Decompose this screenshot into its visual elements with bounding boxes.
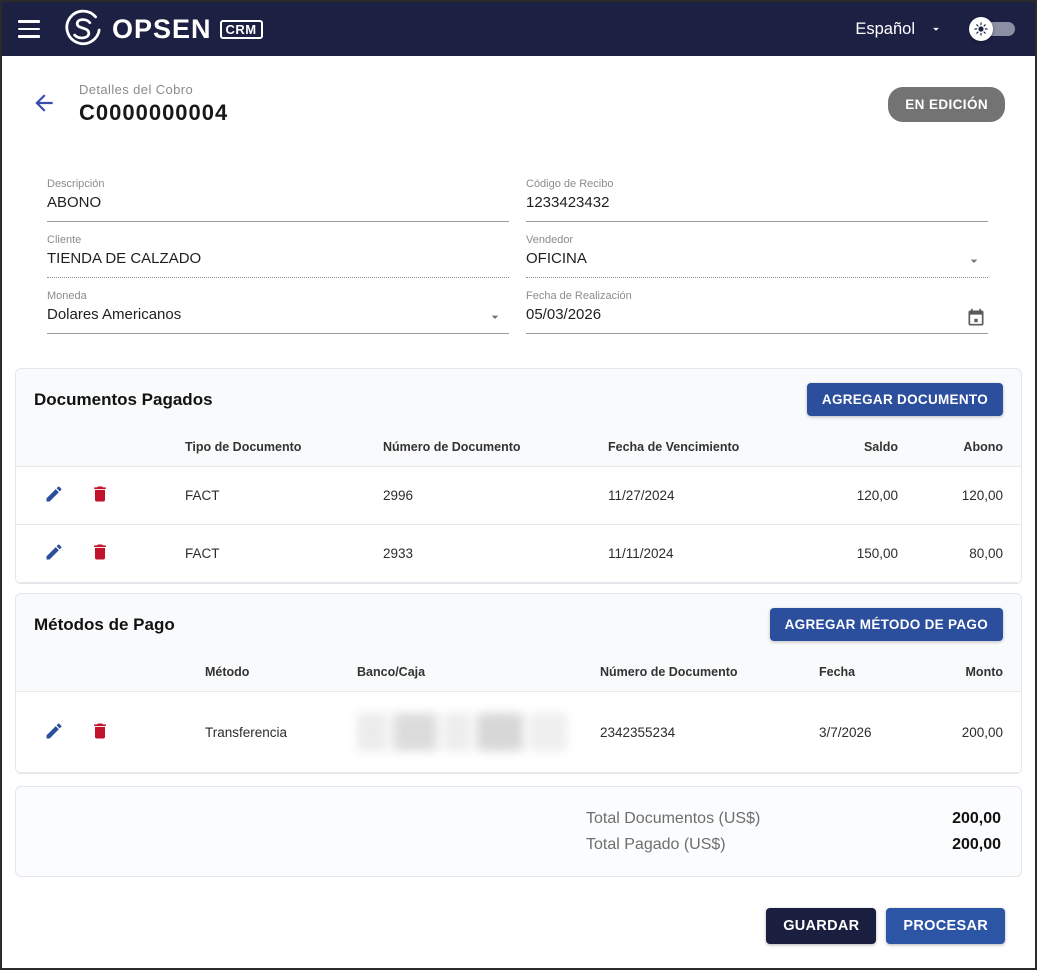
col-fecha-vencimiento: Fecha de Vencimiento — [608, 440, 740, 454]
vendedor-select[interactable]: Vendedor OFICINA — [526, 234, 988, 278]
cell-numero: 2996 — [383, 488, 414, 503]
metodos-de-pago-card: Métodos de Pago AGREGAR MÉTODO DE PAGO M… — [15, 593, 1022, 774]
field-label: Fecha de Realización — [526, 290, 632, 302]
col-banco-caja: Banco/Caja — [357, 665, 426, 679]
col-saldo: Saldo — [863, 440, 898, 454]
theme-toggle[interactable] — [969, 17, 1017, 41]
total-documentos-row: Total Documentos (US$) 200,00 — [16, 806, 1001, 832]
chevron-down-icon — [933, 27, 939, 31]
col-numero-documento: Número de Documento — [383, 440, 521, 454]
col-tipo-documento: Tipo de Documento — [185, 440, 302, 454]
cell-monto: 200,00 — [961, 724, 1003, 740]
field-value: OFICINA — [526, 250, 587, 267]
total-label: Total Documentos (US$) — [586, 810, 761, 827]
field-label: Vendedor — [526, 234, 574, 246]
agregar-metodo-pago-button[interactable]: AGREGAR MÉTODO DE PAGO — [769, 608, 1003, 641]
descripcion-field[interactable]: Descripción ABONO — [47, 178, 509, 222]
footer-actions: GUARDAR PROCESAR — [2, 908, 1005, 944]
totals-card: Total Documentos (US$) 200,00 Total Paga… — [15, 786, 1022, 877]
col-monto: Monto — [965, 665, 1003, 679]
field-value: Dolares Americanos — [47, 306, 182, 323]
redacted-bank-name — [357, 713, 600, 751]
toggle-thumb — [969, 17, 993, 41]
section-title: Métodos de Pago — [34, 614, 175, 634]
col-abono: Abono — [963, 440, 1003, 454]
cell-tipo: FACT — [185, 488, 220, 503]
cell-abono: 120,00 — [961, 488, 1003, 503]
cell-numero: 2933 — [383, 546, 414, 561]
field-label: Descripción — [47, 178, 105, 190]
brand-crm-badge: CRM — [219, 19, 263, 39]
documents-table-header: Tipo de Documento Número de Documento Fe… — [16, 428, 1021, 467]
total-label: Total Pagado (US$) — [586, 836, 726, 853]
page-subtitle: Detalles del Cobro — [79, 82, 194, 97]
edit-pencil-icon[interactable] — [40, 717, 68, 748]
col-metodo: Método — [205, 665, 250, 679]
field-value: 1233423432 — [526, 194, 610, 211]
page-header: Detalles del Cobro C0000000004 EN EDICIÓ… — [2, 56, 1035, 132]
agregar-documento-button[interactable]: AGREGAR DOCUMENTO — [806, 383, 1003, 416]
total-value: 200,00 — [952, 836, 1001, 853]
field-value: TIENDA DE CALZADO — [47, 250, 202, 267]
total-value: 200,00 — [952, 810, 1001, 827]
codigo-recibo-field[interactable]: Código de Recibo 1233423432 — [526, 178, 988, 222]
back-arrow-icon[interactable] — [27, 86, 61, 123]
calendar-icon[interactable] — [966, 308, 986, 328]
table-row: Transferencia 2342355234 3/7/2026 200,00 — [16, 691, 1021, 773]
edit-pencil-icon[interactable] — [40, 538, 68, 569]
field-value: ABONO — [47, 194, 102, 211]
top-navbar: OPSEN CRM Español — [2, 2, 1035, 56]
collection-form: Descripción ABONO Código de Recibo 12334… — [47, 178, 988, 334]
documentos-pagados-card: Documentos Pagados AGREGAR DOCUMENTO Tip… — [15, 368, 1022, 584]
documents-table: Tipo de Documento Número de Documento Fe… — [16, 428, 1021, 583]
brand-logo-icon — [65, 9, 101, 46]
edit-pencil-icon[interactable] — [40, 480, 68, 511]
cliente-field: Cliente TIENDA DE CALZADO — [47, 234, 509, 278]
menu-icon[interactable] — [16, 18, 44, 40]
table-row: FACT 2996 11/27/2024 120,00 120,00 — [16, 466, 1021, 525]
cell-saldo: 150,00 — [856, 546, 898, 561]
col-numero-documento: Número de Documento — [600, 665, 738, 679]
total-pagado-row: Total Pagado (US$) 200,00 — [16, 832, 1001, 858]
cell-metodo: Transferencia — [205, 724, 288, 740]
status-badge: EN EDICIÓN — [888, 86, 1005, 122]
cell-tipo: FACT — [185, 546, 220, 561]
cell-vencimiento: 11/11/2024 — [608, 546, 674, 561]
cell-fecha: 3/7/2026 — [819, 724, 872, 740]
guardar-button[interactable]: GUARDAR — [766, 908, 877, 944]
field-label: Código de Recibo — [526, 178, 614, 190]
page-title: C0000000004 — [79, 100, 229, 125]
cell-numero: 2342355234 — [600, 724, 676, 740]
language-selector[interactable]: Español — [855, 20, 943, 39]
sun-icon — [974, 22, 988, 36]
cell-abono: 80,00 — [969, 546, 1003, 561]
cell-saldo: 120,00 — [856, 488, 898, 503]
delete-trash-icon[interactable] — [86, 538, 114, 569]
brand-logo: OPSEN CRM — [62, 8, 263, 50]
chevron-down-icon — [487, 309, 503, 325]
field-label: Cliente — [47, 234, 82, 246]
col-fecha: Fecha — [819, 665, 856, 679]
procesar-button[interactable]: PROCESAR — [886, 908, 1005, 944]
brand-name: OPSEN — [112, 13, 212, 44]
delete-trash-icon[interactable] — [86, 717, 114, 748]
moneda-select[interactable]: Moneda Dolares Americanos — [47, 290, 509, 334]
table-row: FACT 2933 11/11/2024 150,00 80,00 — [16, 524, 1021, 583]
section-title: Documentos Pagados — [34, 389, 213, 409]
cell-banco-redacted — [357, 692, 600, 773]
payments-table: Método Banco/Caja Número de Documento Fe… — [16, 653, 1021, 773]
delete-trash-icon[interactable] — [86, 480, 114, 511]
field-label: Moneda — [47, 290, 87, 302]
payments-table-header: Método Banco/Caja Número de Documento Fe… — [16, 653, 1021, 692]
language-label: Español — [855, 19, 915, 38]
field-value: 05/03/2026 — [526, 306, 602, 323]
cell-vencimiento: 11/27/2024 — [608, 488, 675, 503]
chevron-down-icon — [966, 253, 982, 269]
fecha-realizacion-field[interactable]: Fecha de Realización 05/03/2026 — [526, 290, 988, 334]
